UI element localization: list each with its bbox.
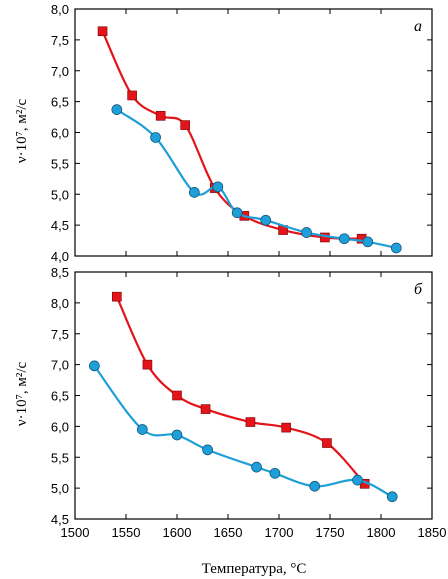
- blue-series-line: [115, 108, 398, 250]
- square-marker: [245, 417, 256, 427]
- square-marker: [97, 26, 108, 37]
- y-tick-label: 5,0: [51, 481, 69, 496]
- square-marker: [155, 111, 166, 121]
- y-tick-label: 5,5: [51, 450, 69, 465]
- circle-marker: [251, 461, 262, 473]
- square-marker: [142, 359, 153, 370]
- panel-label: б: [414, 281, 423, 298]
- x-tick-label: 1850: [418, 525, 447, 540]
- x-tick-label: 1750: [316, 525, 345, 540]
- y-tick-label: 4,0: [51, 249, 69, 264]
- y-tick-label: 6,5: [51, 389, 69, 404]
- circle-marker: [352, 474, 363, 486]
- circle-marker: [89, 360, 100, 372]
- square-marker: [127, 90, 137, 101]
- circle-marker: [269, 467, 281, 479]
- panel-label: а: [414, 18, 422, 35]
- circle-marker: [212, 181, 224, 193]
- x-tick-label: 1500: [61, 525, 90, 540]
- x-tick-label: 1650: [214, 525, 243, 540]
- circle-marker: [309, 480, 321, 492]
- circle-marker: [390, 242, 402, 254]
- x-tick-label: 1600: [163, 525, 192, 540]
- chart-panel-bottom: 4,5 5,0 5,5 6,0 6,5 7,0 7,5 8,0 8,5 1500 1550 1600 1…: [51, 265, 447, 540]
- square-marker: [281, 422, 291, 433]
- y-axis-title-bottom: ν·10⁷, м²/с: [14, 362, 30, 427]
- y-tick-label: 4,5: [51, 512, 69, 527]
- circle-marker: [338, 233, 350, 245]
- x-tick-label: 1550: [112, 525, 141, 540]
- red-series-line: [115, 295, 366, 485]
- circle-marker: [301, 227, 312, 238]
- y-tick-label: 8,0: [51, 2, 69, 17]
- circle-marker: [150, 132, 161, 143]
- circle-marker: [260, 214, 272, 226]
- y-tick-label: 5,0: [51, 187, 69, 202]
- y-tick-label: 5,5: [51, 156, 69, 171]
- y-tick-label: 7,5: [51, 327, 69, 342]
- square-marker: [112, 291, 122, 302]
- circle-marker: [171, 429, 183, 441]
- square-marker: [322, 438, 332, 448]
- circle-marker: [386, 491, 398, 503]
- circle-marker: [188, 187, 200, 198]
- plot-frame: [74, 8, 433, 257]
- chart-panel-top: 4,0 4,5 5,0 5,5 6,0 6,5 7,0 7,5 8,0 а: [51, 2, 433, 264]
- y-tick-label: 8,0: [51, 296, 69, 311]
- y-tick-label: 8,5: [51, 265, 69, 280]
- circle-marker: [202, 444, 213, 456]
- circle-marker: [362, 236, 374, 248]
- x-axis-title: Температура, °С: [202, 561, 307, 577]
- square-marker: [200, 404, 211, 414]
- circle-marker: [231, 207, 243, 219]
- y-tick-label: 6,0: [51, 126, 69, 141]
- y-tick-label: 4,5: [51, 218, 69, 233]
- y-axis-title-top: ν·10⁷, м²/с: [14, 99, 30, 164]
- square-marker: [172, 390, 182, 401]
- square-marker: [180, 120, 190, 130]
- x-tick-label: 1700: [265, 525, 294, 540]
- y-tick-label: 7,0: [51, 358, 69, 373]
- plot-frame: [74, 271, 433, 520]
- y-tick-label: 6,0: [51, 419, 69, 434]
- circle-marker: [111, 104, 123, 116]
- y-tick-label: 6,5: [51, 95, 69, 110]
- x-tick-label: 1800: [367, 525, 396, 540]
- circle-marker: [136, 424, 148, 435]
- y-tick-label: 7,5: [51, 33, 69, 48]
- y-tick-label: 7,0: [51, 64, 69, 79]
